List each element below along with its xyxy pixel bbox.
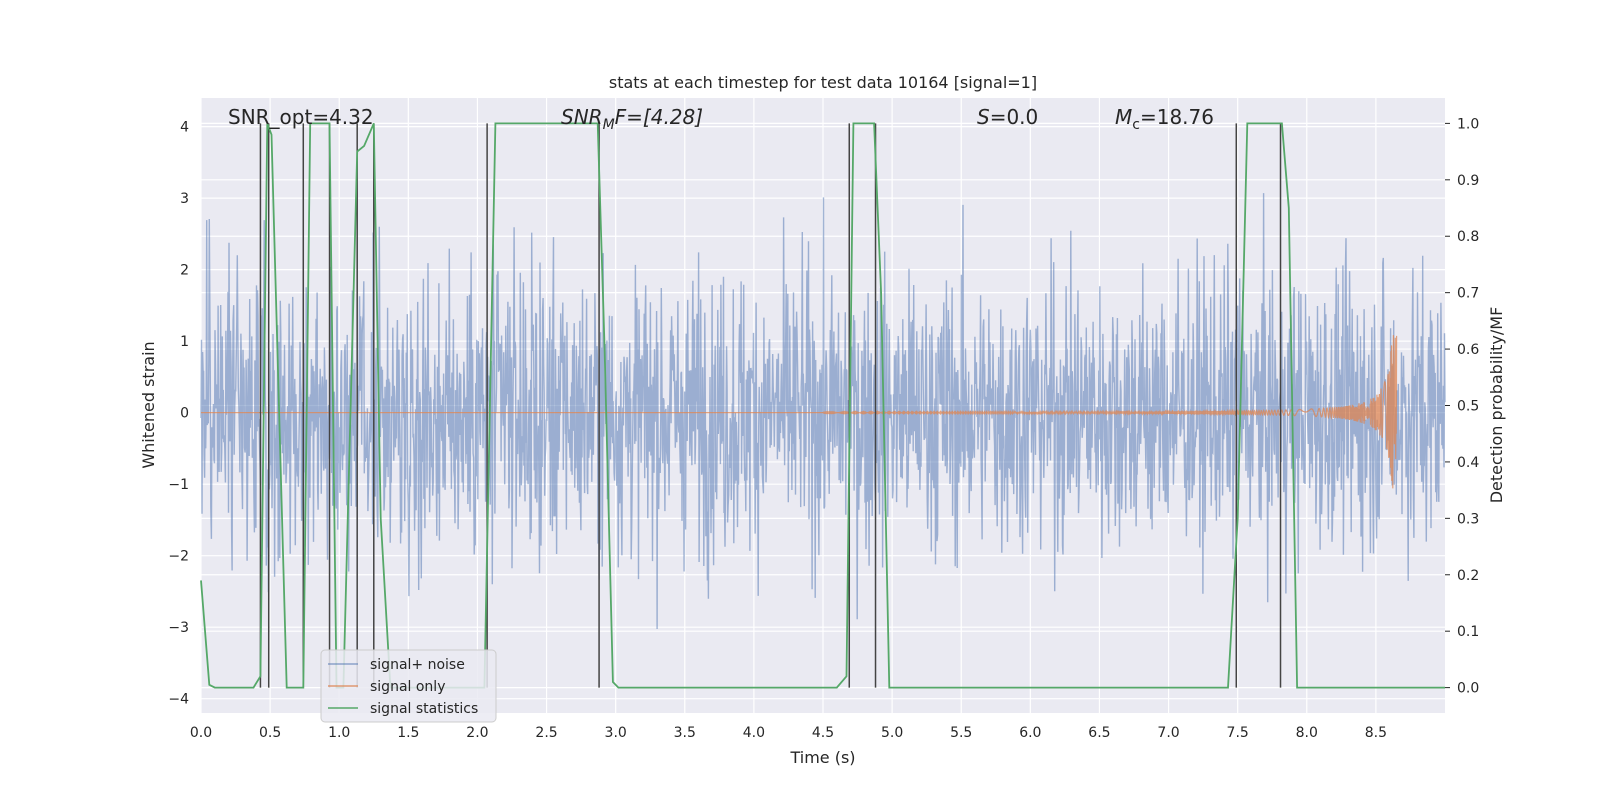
x-tick-label: 2.5 bbox=[535, 725, 557, 741]
y-tick-label: −4 bbox=[168, 692, 189, 708]
y-tick-label: −2 bbox=[168, 549, 189, 565]
annotation-snr-opt: SNR_opt=4.32 bbox=[228, 105, 374, 129]
x-tick-label: 5.0 bbox=[881, 725, 903, 741]
noise-line bbox=[200, 193, 1446, 630]
chart-title: stats at each timestep for test data 101… bbox=[609, 73, 1037, 92]
snr-mf-main: SNR bbox=[561, 105, 603, 129]
y2-tick-label: 0.7 bbox=[1457, 286, 1479, 302]
s-rest: =0.0 bbox=[990, 105, 1039, 129]
s-italic: S bbox=[977, 105, 990, 129]
y2-tick-label: 0.5 bbox=[1457, 399, 1479, 415]
signal-statistics-series bbox=[200, 122, 1445, 689]
x-tick-label: 1.5 bbox=[397, 725, 419, 741]
y2-tick-label: 0.6 bbox=[1457, 342, 1479, 358]
x-tick-label: 3.5 bbox=[674, 725, 696, 741]
x-tick-label: 8.0 bbox=[1296, 725, 1318, 741]
y2-tick-label: 0.9 bbox=[1457, 173, 1479, 189]
y2-axis-title: Detection probability/MF bbox=[1487, 307, 1506, 504]
x-tick-label: 6.0 bbox=[1019, 725, 1041, 741]
y-tick-label: 4 bbox=[180, 120, 189, 136]
x-tick-label: 2.0 bbox=[466, 725, 488, 741]
x-tick-label: 0.5 bbox=[259, 725, 281, 741]
legend-box bbox=[320, 649, 497, 723]
legend: signal+ noise signal only signal statist… bbox=[320, 649, 497, 723]
x-tick-label: 4.0 bbox=[743, 725, 765, 741]
mc-sub: c bbox=[1132, 117, 1140, 133]
signal-only-line bbox=[822, 335, 1398, 489]
x-axis-title: Time (s) bbox=[789, 748, 855, 767]
detection-markers bbox=[259, 123, 1282, 688]
x-tick-label: 5.5 bbox=[950, 725, 972, 741]
y2-tick-label: 0.8 bbox=[1457, 229, 1479, 245]
noise-series bbox=[200, 193, 1446, 630]
legend-label-statistics: signal statistics bbox=[370, 701, 478, 717]
x-tick-labels: 0.0 0.5 1.0 1.5 2.0 2.5 3.0 3.5 4.0 4.5 5.0 5.5 6.0 6… bbox=[190, 725, 1387, 741]
y-tick-label: 2 bbox=[180, 263, 189, 279]
x-tick-label: 8.5 bbox=[1365, 725, 1387, 741]
snr-mf-rest: F=[4.28] bbox=[615, 105, 703, 129]
y2-tick-labels: 1.0 0.9 0.8 0.7 0.6 0.5 0.4 0.3 0.2 0.1 0.0 bbox=[1445, 116, 1479, 697]
y-tick-label: 1 bbox=[180, 334, 189, 350]
y-tick-labels: 4 3 2 1 0 −1 −2 −3 −4 bbox=[168, 120, 189, 708]
snr-mf-sub: M bbox=[603, 117, 615, 133]
mc-main: M bbox=[1115, 105, 1132, 129]
annotation-mc: Mc=18.76 bbox=[1115, 105, 1214, 133]
legend-label-noise: signal+ noise bbox=[370, 657, 465, 673]
x-tick-label: 6.5 bbox=[1088, 725, 1110, 741]
y-tick-label: −3 bbox=[168, 620, 189, 636]
x-tick-label: 7.0 bbox=[1157, 725, 1179, 741]
y-tick-label: −1 bbox=[168, 477, 189, 493]
x-tick-label: 1.0 bbox=[328, 725, 350, 741]
y-tick-label: 3 bbox=[180, 191, 189, 207]
y2-tick-label: 0.1 bbox=[1457, 624, 1479, 640]
annotation-s: S=0.0 bbox=[977, 105, 1038, 129]
signal-statistics-line bbox=[200, 122, 1445, 689]
y2-tick-label: 1.0 bbox=[1457, 116, 1479, 132]
y2-tick-label: 0.4 bbox=[1457, 455, 1479, 471]
y2-tick-label: 0.3 bbox=[1457, 511, 1479, 527]
annotation-snr-mf: SNRMF=[4.28] bbox=[561, 105, 703, 133]
x-tick-label: 4.5 bbox=[812, 725, 834, 741]
x-tick-label: 0.0 bbox=[190, 725, 212, 741]
y2-tick-label: 0.2 bbox=[1457, 568, 1479, 584]
y2-tick-label: 0.0 bbox=[1457, 681, 1479, 697]
y-tick-label: 0 bbox=[180, 406, 189, 422]
mc-rest: =18.76 bbox=[1140, 105, 1214, 129]
x-tick-label: 7.5 bbox=[1227, 725, 1249, 741]
x-tick-label: 3.0 bbox=[605, 725, 627, 741]
y-axis-title: Whitened strain bbox=[139, 341, 158, 468]
signal-only-series bbox=[201, 335, 1398, 489]
legend-label-signal: signal only bbox=[370, 679, 445, 695]
